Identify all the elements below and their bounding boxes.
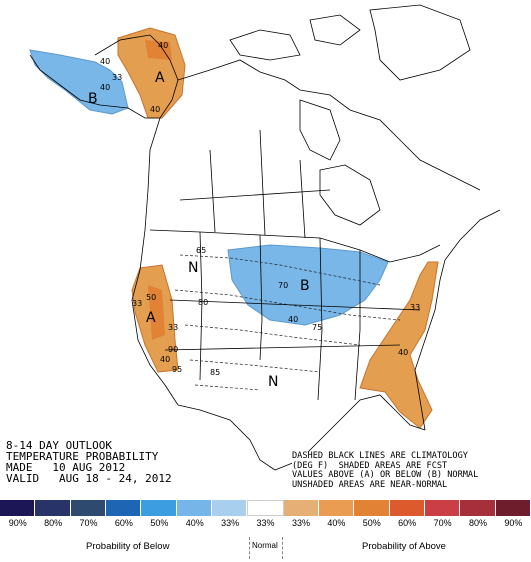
legend-swatch — [0, 500, 36, 516]
south-normal-letter: N — [268, 374, 278, 390]
west-40-label: 40 — [160, 355, 170, 364]
probability-below-label: Probability of Below — [86, 541, 170, 552]
clim-80-label: 80 — [198, 298, 208, 307]
legend-tick-label: 90% — [504, 518, 523, 528]
west-above-region — [131, 264, 179, 373]
legend-tick-label: 80% — [468, 518, 487, 528]
west-above-letter: A — [146, 310, 156, 326]
legend-note: DASHED BLACK LINES ARE CLIMATOLOGY (DEG F… — [292, 451, 522, 490]
clim-65-label: 65 — [196, 246, 206, 255]
west-33a-label: 33 — [132, 299, 142, 308]
normal-divider-right — [282, 537, 283, 559]
west-33b-label: 33 — [168, 323, 178, 332]
legend-swatch — [35, 500, 71, 516]
alaska-40-label: 40 — [100, 57, 110, 66]
legend-swatch — [105, 500, 142, 516]
land-outlines — [29, 4, 501, 471]
probability-above-label: Probability of Above — [362, 541, 446, 552]
legend-tick-label: 33% — [256, 518, 275, 528]
legend-swatch — [211, 500, 248, 516]
legend-tick-label: 40% — [185, 518, 204, 528]
climatology-lines — [174, 254, 401, 391]
normal-label: Normal — [252, 541, 278, 550]
outlook-map: A B A B N N 40 33 40 40 40 33 33 40 50 4… — [29, 4, 501, 471]
legend-tick-label: 33% — [291, 518, 310, 528]
legend-swatch — [283, 500, 319, 516]
color-scale — [0, 500, 531, 516]
legend-swatch — [141, 500, 177, 516]
legend-tick-label: 70% — [433, 518, 452, 528]
central-below-letter: B — [300, 278, 310, 294]
alaska-40d-label: 40 — [150, 105, 160, 114]
alaska-above-region — [117, 27, 186, 119]
legend-swatch — [354, 500, 390, 516]
alaska-below-region — [29, 49, 129, 115]
legend-swatch — [176, 500, 212, 516]
normal-divider-left — [249, 537, 250, 559]
west-50-label: 50 — [146, 293, 156, 302]
legend-tick-label: 40% — [327, 518, 346, 528]
alaska-33-label: 33 — [112, 73, 122, 82]
legend-tick-label: 60% — [398, 518, 417, 528]
note-line: UNSHADED AREAS ARE NEAR-NORMAL — [292, 479, 448, 490]
clim-70-label: 70 — [278, 281, 288, 290]
legend-tick-label: 50% — [362, 518, 381, 528]
outlook-title: 8-14 DAY OUTLOOK TEMPERATURE PROBABILITY M… — [6, 440, 172, 484]
legend-swatch — [389, 500, 425, 516]
legend-tick-label: 90% — [8, 518, 27, 528]
clim-75-label: 75 — [312, 323, 322, 332]
legend-tick-label: 70% — [79, 518, 98, 528]
legend-labels: Probability of Below Normal Probability … — [0, 537, 531, 559]
alaska-below-letter: B — [88, 91, 98, 107]
east-40-label: 40 — [398, 348, 408, 357]
legend-swatch — [70, 500, 106, 516]
note-line: (DEG F) SHADED AREAS ARE FCST — [292, 460, 448, 471]
legend-swatch — [318, 500, 355, 516]
alaska-40b-label: 40 — [100, 83, 110, 92]
note-line: DASHED BLACK LINES ARE CLIMATOLOGY — [292, 451, 468, 461]
title-line: TEMPERATURE PROBABILITY — [6, 450, 159, 463]
clim-90-label: 90 — [168, 345, 178, 354]
title-line: 8-14 DAY OUTLOOK — [6, 439, 112, 452]
title-line: VALID AUG 18 - 24, 2012 — [6, 472, 172, 485]
legend-tick-label: 50% — [150, 518, 169, 528]
title-line: MADE 10 AUG 2012 — [6, 461, 126, 474]
alaska-40c-label: 40 — [158, 41, 168, 50]
alaska-above-letter: A — [155, 70, 165, 86]
east-33-label: 33 — [410, 303, 420, 312]
legend-swatch — [460, 500, 496, 516]
central-40-label: 40 — [288, 315, 298, 324]
legend-tick-label: 80% — [44, 518, 63, 528]
legend-swatch — [247, 500, 284, 516]
clim-95-label: 95 — [172, 365, 182, 374]
west-normal-letter: N — [188, 260, 198, 276]
legend-tick-label: 33% — [221, 518, 240, 528]
note-line: VALUES ABOVE (A) OR BELOW (B) NORMAL — [292, 470, 479, 480]
legend-swatch — [424, 500, 461, 516]
legend-swatch — [495, 500, 531, 516]
legend-tick-label: 60% — [114, 518, 133, 528]
scale-ticks: 90% 80% 70% 60% 50% 40% 33% 33% 33% 40% 50% 60% 70% 8… — [0, 518, 531, 532]
clim-85-label: 85 — [210, 368, 220, 377]
